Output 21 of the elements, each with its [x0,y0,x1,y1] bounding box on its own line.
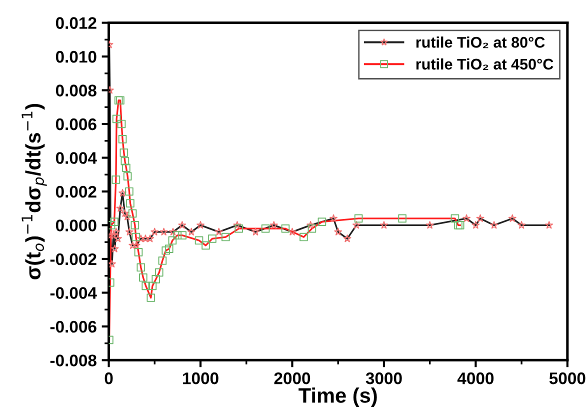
x-axis-title: Time (s) [298,388,377,407]
y-tick-label: -0.008 [50,354,96,366]
y-tick-label: 0.010 [56,50,96,63]
x-tick-label: 3000 [366,372,402,384]
legend-label: rutile TiO₂ at 80°C [416,36,545,48]
legend-label: rutile TiO₂ at 450°C [416,58,554,70]
y-tick-label: 0.004 [56,152,97,164]
y-tick-label: 0.006 [56,118,96,130]
y-tick-label: 0.008 [56,84,96,96]
y-tick-label: -0.006 [50,320,96,333]
text: σ(t$_{o}$)$^{−1}$dσ$_{p}$/dt(s$^{−1}$) [22,104,47,280]
x-tick-label: 4000 [457,372,494,384]
x-tick-label: 0 [104,372,113,384]
x-tick-label: 2000 [274,372,310,384]
x-tick-label: 5000 [549,372,586,384]
x-tick-label: 1000 [183,372,218,384]
y-tick-label: 0.002 [56,186,96,198]
y-tick-label: 0.000 [56,220,96,232]
y-tick-label: -0.004 [50,287,97,299]
y-tick-label: 0.012 [56,17,96,29]
y-tick-label: -0.002 [50,253,96,266]
